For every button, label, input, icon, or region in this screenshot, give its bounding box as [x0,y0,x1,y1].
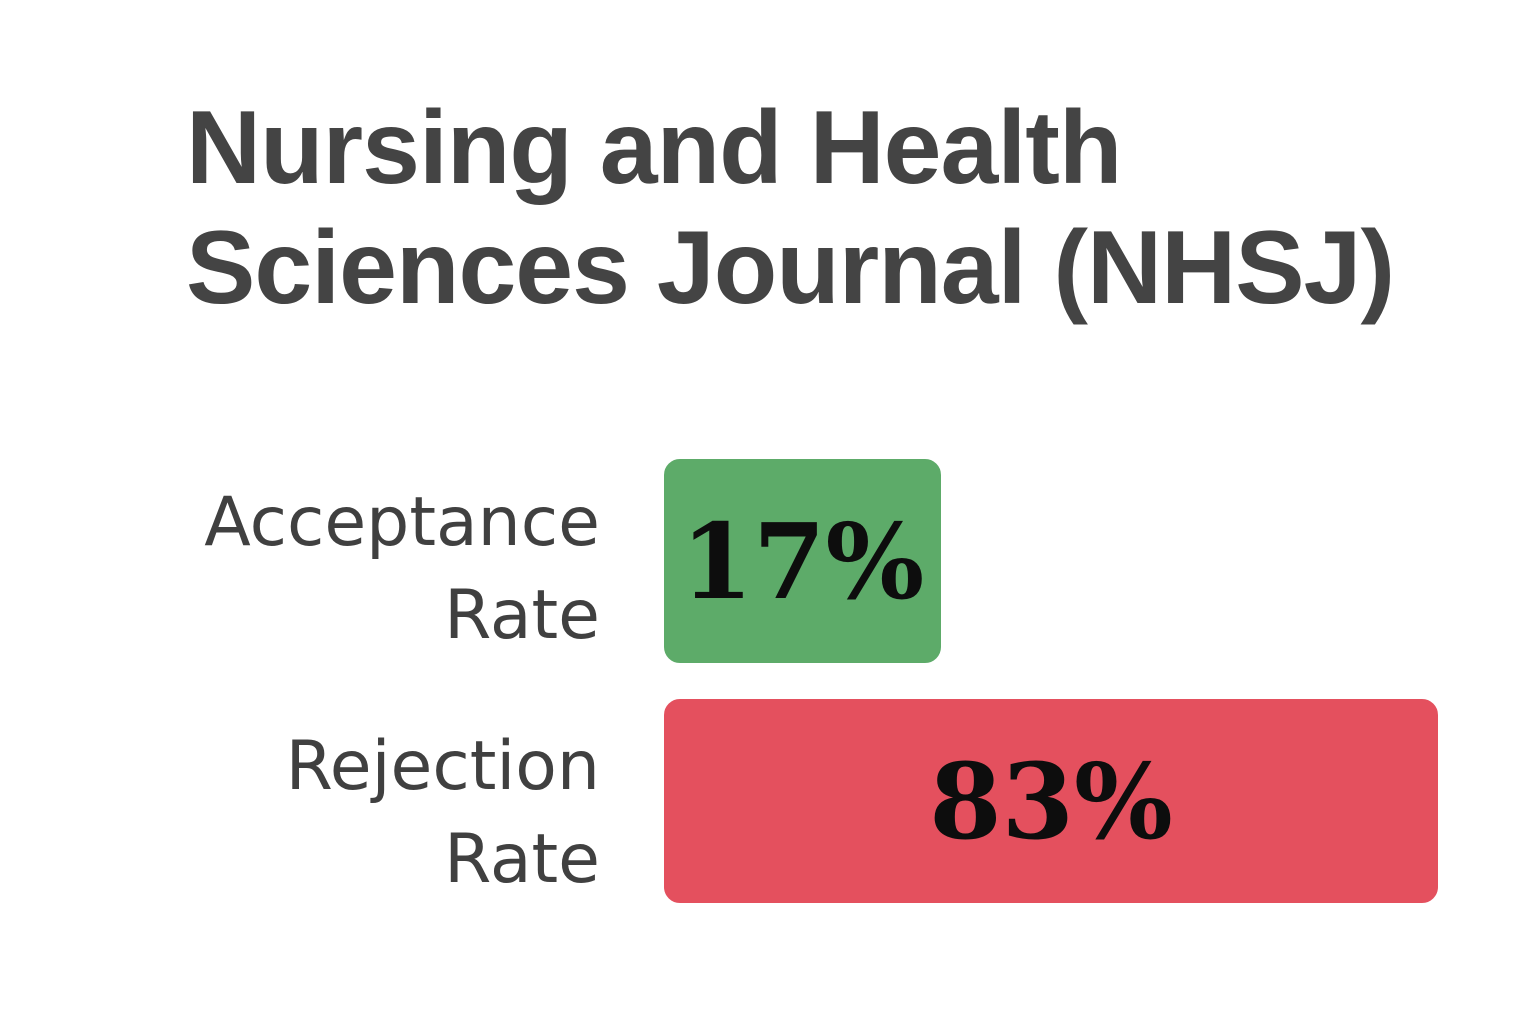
chart-title-line-2: Sciences Journal (NHSJ) [186,210,1395,326]
bar-acceptance-rate: 17% [664,459,941,663]
category-label-acceptance-line-1: Acceptance [204,483,600,562]
chart-title-line-1: Nursing and Health [186,90,1122,206]
category-label-acceptance-line-2: Rate [444,576,600,655]
category-label-rejection: Rejection Rate [140,720,600,906]
bar-rejection-rate: 83% [664,699,1438,903]
category-label-acceptance: Acceptance Rate [140,476,600,662]
category-label-rejection-line-1: Rejection [285,727,600,806]
bar-value-label-acceptance: 17% [680,499,925,623]
category-label-rejection-line-2: Rate [444,820,600,899]
bar-value-label-rejection: 83% [929,739,1173,863]
chart-title: Nursing and Health Sciences Journal (NHS… [186,88,1486,328]
